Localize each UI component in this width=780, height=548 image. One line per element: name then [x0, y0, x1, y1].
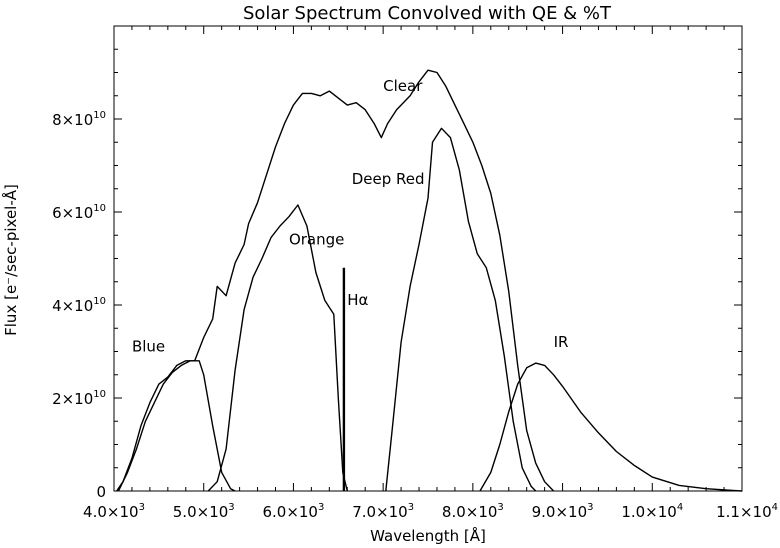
series-clear-line — [116, 69, 555, 492]
y-tick-label: 2×1010 — [52, 389, 106, 408]
x-axis-ticks: 4.0×103 5.0×103 6.0×103 7.0×103 8.0×103 9.0×1… — [83, 26, 778, 521]
plot-frame — [113, 25, 743, 492]
chart-title: Solar Spectrum Convolved with QE & %T — [243, 3, 612, 24]
series-label-orange: Orange — [289, 231, 344, 249]
x-tick-label: 7.0×103 — [352, 502, 414, 521]
series-orange-line — [207, 204, 348, 492]
y-tick-label: 6×1010 — [52, 203, 106, 222]
y-tick-label: 0 — [96, 483, 106, 501]
series-deep-red-line — [385, 127, 537, 492]
series-label-ir: IR — [554, 333, 569, 351]
y-tick-label: 4×1010 — [52, 296, 106, 315]
x-axis-label: Wavelength [Å] — [370, 526, 486, 545]
x-tick-label: 4.0×103 — [83, 502, 145, 521]
x-tick-label: 9.0×103 — [532, 502, 594, 521]
series-label-h: Hα — [347, 291, 368, 309]
x-tick-label: 8.0×103 — [442, 502, 504, 521]
y-tick-label: 8×1010 — [52, 110, 106, 129]
series-blue-line — [117, 360, 236, 492]
y-axis-label: Flux [e⁻/sec-pixel-Å] — [1, 184, 20, 336]
series-label-clear: Clear — [383, 77, 423, 95]
series-labels: Clear Blue Orange Deep Red IR Hα — [132, 77, 569, 355]
x-tick-label: 5.0×103 — [173, 502, 235, 521]
x-tick-label: 1.1×104 — [716, 502, 778, 521]
y-axis-ticks: 0 2×1010 4×1010 6×1010 8×1010 — [52, 48, 742, 501]
series-ir-line — [479, 362, 743, 492]
series-label-blue: Blue — [132, 338, 165, 356]
x-tick-label: 6.0×103 — [262, 502, 324, 521]
series-label-deep-red: Deep Red — [352, 170, 425, 188]
x-tick-label: 1.0×104 — [621, 502, 683, 521]
series-layer — [116, 69, 743, 492]
